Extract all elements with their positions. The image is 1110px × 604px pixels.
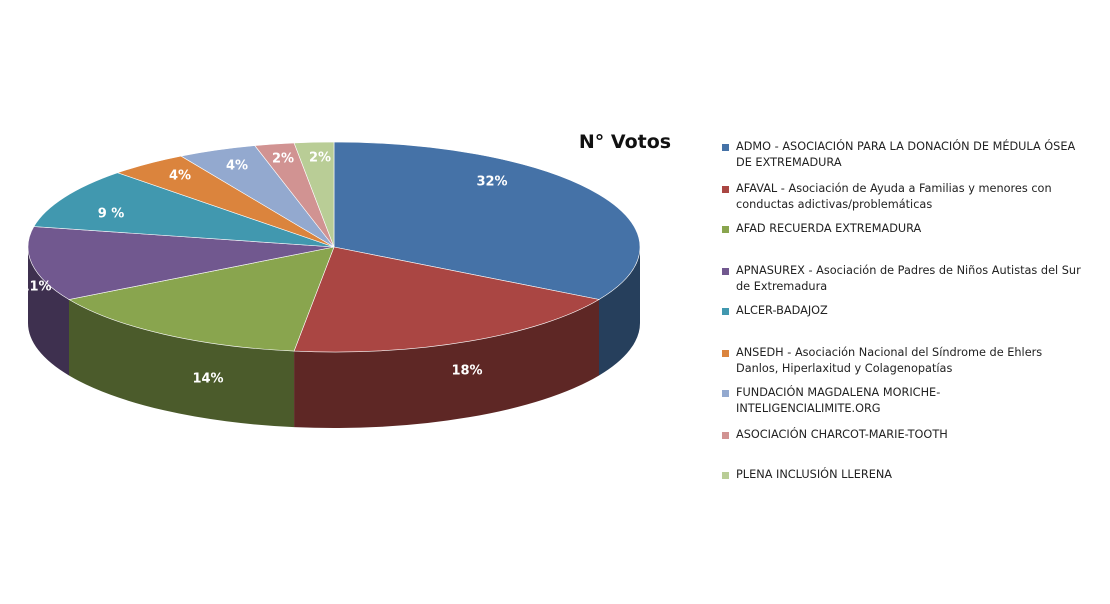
legend-item-8: ASOCIACIÓN CHARCOT-MARIE-TOOTH bbox=[722, 427, 1082, 443]
pie-slices bbox=[27, 141, 641, 353]
legend-swatch-1 bbox=[722, 144, 729, 151]
legend-swatch-7 bbox=[722, 390, 729, 397]
slice-value-label-7: 4% bbox=[226, 159, 248, 174]
slice-value-label-1: 32% bbox=[476, 175, 507, 190]
legend-label-2: AFAVAL - Asociación de Ayuda a Familias … bbox=[736, 182, 1052, 211]
legend-item-1: ADMO - ASOCIACIÓN PARA LA DONACIÓN DE MÉ… bbox=[722, 139, 1082, 171]
slice-value-label-4: 11% bbox=[20, 280, 51, 295]
pie-slice-3 bbox=[68, 246, 335, 352]
legend-item-9: PLENA INCLUSIÓN LLERENA bbox=[722, 467, 1082, 483]
slice-labels: 32% 18% 14% 11% 9 % 4% 4% 2% 2% bbox=[20, 151, 507, 387]
legend-item-6: ANSEDH - Asociación Nacional del Síndrom… bbox=[722, 345, 1082, 377]
legend-swatch-8 bbox=[722, 432, 729, 439]
legend-swatch-5 bbox=[722, 308, 729, 315]
legend-swatch-3 bbox=[722, 226, 729, 233]
legend-item-7: FUNDACIÓN MAGDALENA MORICHE- INTELIGENCI… bbox=[722, 385, 1082, 417]
legend-label-7: FUNDACIÓN MAGDALENA MORICHE- INTELIGENCI… bbox=[736, 386, 941, 415]
pie-side-walls bbox=[28, 247, 640, 429]
pie-slice-2 bbox=[293, 246, 600, 353]
legend-swatch-2 bbox=[722, 186, 729, 193]
pie-slice-4 bbox=[27, 226, 335, 300]
legend-swatch-9 bbox=[722, 472, 729, 479]
pie-slice-1 bbox=[333, 141, 641, 300]
slice-value-label-2: 18% bbox=[451, 364, 482, 379]
legend-label-3: AFAD RECUERDA EXTREMADURA bbox=[736, 222, 922, 235]
pie-slice-side-1 bbox=[599, 247, 640, 376]
legend-item-2: AFAVAL - Asociación de Ayuda a Familias … bbox=[722, 181, 1082, 213]
legend-label-1: ADMO - ASOCIACIÓN PARA LA DONACIÓN DE MÉ… bbox=[736, 140, 1076, 169]
pie-slice-5 bbox=[33, 172, 335, 248]
slice-value-label-5: 9 % bbox=[98, 207, 125, 222]
legend-swatch-6 bbox=[722, 350, 729, 357]
legend-swatch-4 bbox=[722, 268, 729, 275]
legend-item-5: ALCER-BADAJOZ bbox=[722, 303, 1082, 319]
slice-value-label-9: 2% bbox=[309, 151, 331, 166]
legend-label-4: APNASUREX - Asociación de Padres de Niño… bbox=[736, 264, 1081, 293]
pie-slice-side-3 bbox=[68, 299, 295, 428]
legend-item-3: AFAD RECUERDA EXTREMADURA bbox=[722, 221, 1082, 237]
legend-label-5: ALCER-BADAJOZ bbox=[736, 304, 828, 317]
slice-value-label-8: 2% bbox=[272, 152, 294, 167]
slice-value-label-6: 4% bbox=[169, 169, 191, 184]
pie-slice-9 bbox=[293, 141, 335, 248]
legend-item-4: APNASUREX - Asociación de Padres de Niño… bbox=[722, 263, 1082, 295]
slice-value-label-3: 14% bbox=[192, 372, 223, 387]
legend-label-8: ASOCIACIÓN CHARCOT-MARIE-TOOTH bbox=[736, 428, 948, 441]
legend-label-6: ANSEDH - Asociación Nacional del Síndrom… bbox=[736, 346, 1043, 375]
chart-title: N° Votos bbox=[578, 131, 672, 153]
legend-label-9: PLENA INCLUSIÓN LLERENA bbox=[736, 468, 893, 481]
pie-slice-side-2 bbox=[294, 299, 600, 429]
pie-slice-side-4 bbox=[28, 247, 69, 376]
